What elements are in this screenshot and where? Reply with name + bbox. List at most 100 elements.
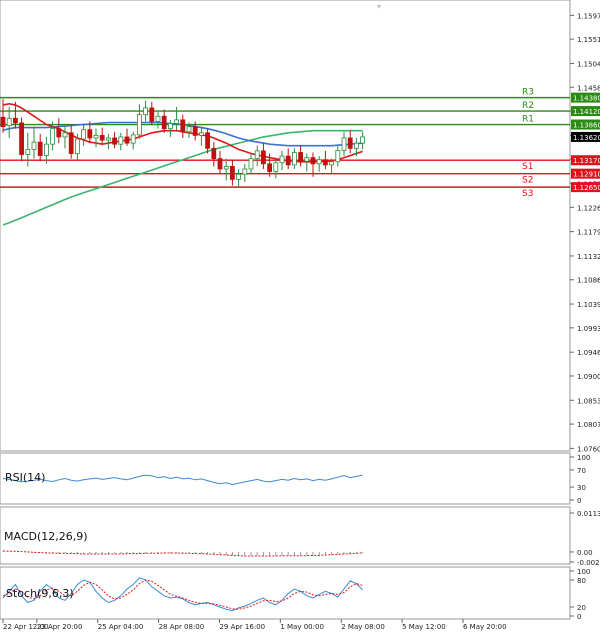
candle-body: [242, 168, 248, 175]
candle-body: [130, 134, 136, 144]
y-tick-label: 1.10390: [577, 301, 600, 309]
y-tick-label: 1.15510: [577, 36, 600, 44]
stoch-pane: [0, 566, 571, 620]
candle-body: [143, 107, 149, 116]
candle-body: [118, 136, 124, 145]
macd-signal-line: [2, 550, 363, 557]
x-tick-label: 29 Apr 16:00: [219, 623, 265, 631]
candle-body: [341, 137, 347, 151]
level-name-s3: S3: [522, 189, 533, 199]
level-price-label: 1.13860: [573, 122, 600, 130]
level-price-label: 1.13170: [573, 157, 600, 165]
candle-body: [186, 126, 192, 133]
level-price-label: 1.12910: [573, 171, 600, 179]
candle-body: [136, 114, 142, 136]
stoch-tick-label: 100: [577, 568, 590, 576]
y-tick-label: 1.10860: [577, 277, 600, 285]
candle-body: [68, 132, 74, 154]
level-name-r1: R1: [522, 115, 534, 125]
candle-body: [291, 152, 297, 166]
candle-body: [217, 158, 223, 170]
candle-body: [37, 141, 43, 156]
candle-body: [155, 115, 161, 122]
candle-body: [6, 117, 12, 126]
y-tick-label: 1.12260: [577, 204, 600, 212]
candle-body: [260, 150, 266, 165]
x-tick-label: 28 Apr 08:00: [159, 623, 205, 631]
level-price-label: 1.14380: [573, 95, 600, 103]
level-name-s1: S1: [522, 162, 533, 172]
candle-body: [161, 115, 167, 130]
candle-body: [335, 149, 341, 163]
x-tick-label: 25 Apr 04:00: [98, 623, 144, 631]
macd-tick-label: 0.011378: [577, 510, 600, 518]
candle-body: [149, 107, 155, 122]
rsi-pane: [0, 452, 571, 505]
candle-body: [99, 134, 105, 141]
level-price-tag: [571, 168, 600, 179]
level-name-r3: R3: [522, 88, 534, 98]
candle-body: [0, 116, 6, 127]
candle-body: [298, 152, 304, 162]
rsi-tick-label: 70: [577, 467, 586, 475]
level-price-tag: [571, 106, 600, 117]
candle-body: [174, 119, 180, 124]
candle-body: [56, 128, 62, 138]
y-tick-label: 1.09460: [577, 349, 600, 357]
candle-body: [93, 134, 99, 139]
y-tick-label: 1.15040: [577, 60, 600, 68]
rsi-line: [2, 474, 363, 486]
current-price-label: 1.13620: [573, 134, 600, 142]
candle-body: [279, 155, 285, 164]
candle-body: [347, 137, 353, 149]
y-tick-label: 1.15970: [577, 12, 600, 20]
level-name-s2: S2: [522, 176, 533, 186]
candle-body: [124, 136, 130, 144]
macd-tick-label: -0.00294: [577, 559, 600, 567]
stoch-label: Stoch(9,6,3): [6, 587, 74, 600]
candle-body: [329, 161, 335, 166]
candle-body: [310, 157, 316, 165]
candle-body: [304, 157, 310, 162]
stoch-tick-label: 80: [577, 577, 586, 585]
candle-body: [223, 166, 229, 170]
stoch-main-line: [2, 577, 363, 612]
rsi-tick-label: 100: [577, 454, 590, 462]
y-tick-label: 1.07600: [577, 445, 600, 453]
stoch-tick-label: 20: [577, 604, 586, 612]
x-tick-label: 23 Apr 20:00: [37, 623, 83, 631]
x-tick-label: 22 Apr 12:00: [3, 623, 49, 631]
x-tick-label: 5 May 12:00: [402, 623, 446, 631]
candle-body: [106, 137, 111, 141]
candle-body: [19, 122, 25, 155]
candle-body: [205, 132, 211, 149]
stoch-signal-line: [2, 579, 363, 610]
candle-body: [248, 158, 254, 170]
y-tick-label: 1.11790: [577, 229, 600, 237]
candle-body: [322, 159, 328, 166]
y-tick-label: 1.14580: [577, 84, 600, 92]
candle-body: [273, 162, 279, 173]
level-price-label: 1.12650: [573, 184, 600, 192]
candle-body: [267, 163, 273, 173]
y-tick-label: 1.08070: [577, 421, 600, 429]
candle-body: [211, 147, 217, 160]
candle-body: [198, 132, 204, 136]
ma-slow-line: [2, 129, 363, 226]
rsi-tick-label: 0: [577, 497, 581, 505]
candle-body: [31, 141, 37, 150]
scroll-arrow-icon[interactable]: ▾: [377, 2, 381, 11]
macd-tick-label: 0.00: [577, 549, 593, 557]
current-price-tag: [571, 131, 600, 142]
macd-label: MACD(12,26,9): [4, 530, 88, 543]
rsi-label: RSI(14): [5, 471, 45, 484]
candle-body: [50, 128, 55, 145]
level-price-label: 1.14120: [573, 108, 600, 116]
candle-body: [360, 136, 366, 144]
candle-body: [236, 173, 242, 180]
candle-body: [12, 117, 18, 124]
candle-body: [87, 129, 93, 139]
y-tick-label: 1.09930: [577, 325, 600, 333]
level-name-r2: R2: [522, 101, 534, 111]
